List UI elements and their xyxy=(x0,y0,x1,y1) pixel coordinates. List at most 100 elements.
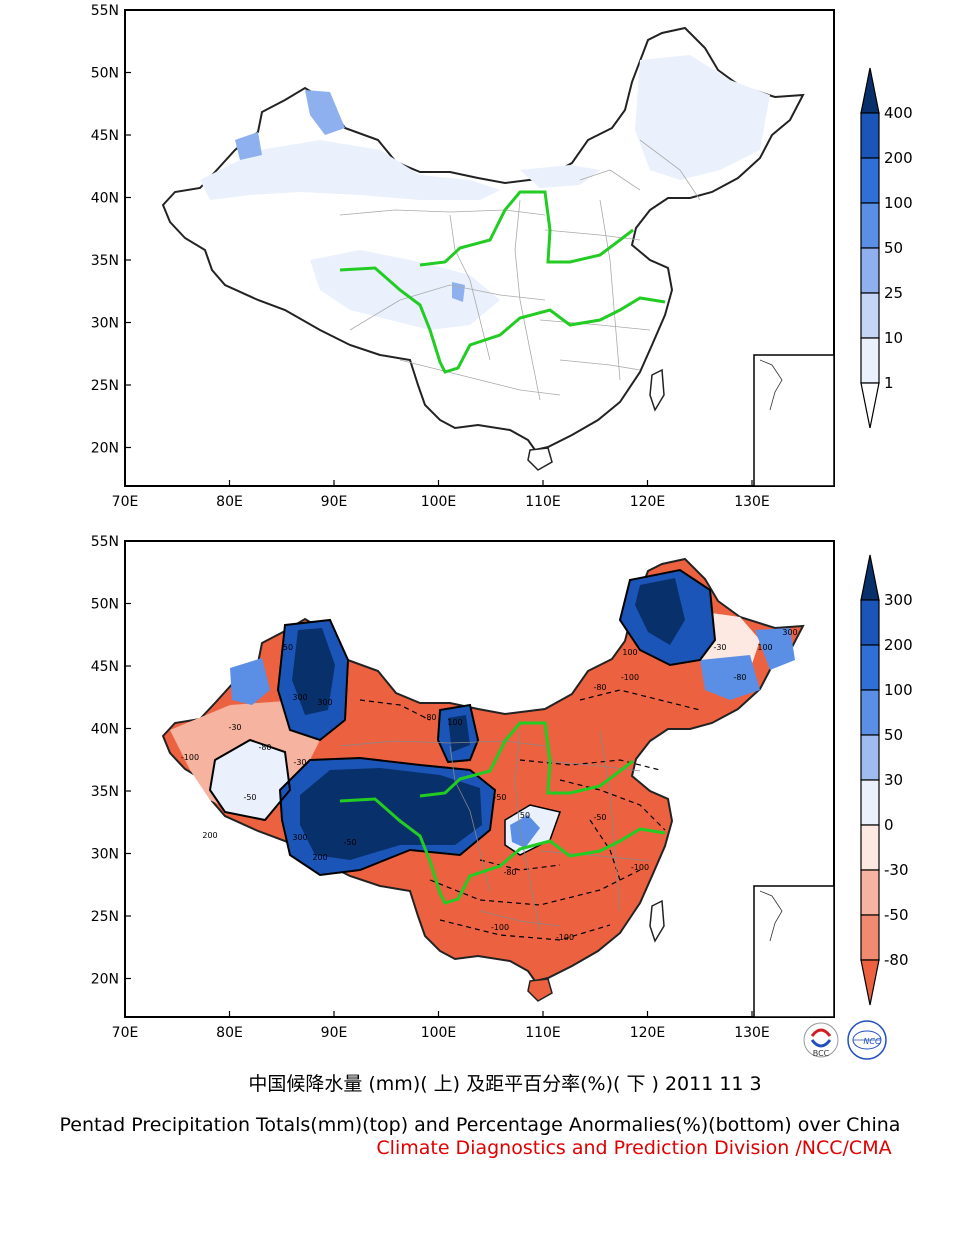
contour-label: -80 xyxy=(423,713,436,722)
colorbar-label: 1 xyxy=(884,374,894,392)
bottom-longitude-labels: 70E 80E 90E 100E 110E 120E 130E xyxy=(112,1011,770,1041)
contour-label: -50 xyxy=(243,793,256,802)
anomaly-sichuan-positive xyxy=(510,815,540,848)
bcc-logo-text: BCC xyxy=(813,1049,830,1058)
precip-patch-west xyxy=(235,132,262,160)
anomaly-altay-core xyxy=(292,628,335,715)
lon-label-80e: 80E xyxy=(216,1025,243,1041)
colorbar-swatch xyxy=(860,644,880,691)
colorbar-label: 300 xyxy=(884,591,913,609)
colorbar-label: -30 xyxy=(884,861,909,879)
lat-label-50n: 50N xyxy=(91,66,119,82)
lon-label-90e: 90E xyxy=(321,1025,348,1041)
lat-label-25n: 25N xyxy=(91,909,119,925)
colorbar-swatch xyxy=(860,914,880,961)
inset-coast-bottom xyxy=(759,890,783,942)
south-china-sea-inset-bottom xyxy=(753,885,835,1018)
top-colorbar: 400 200 100 50 25 10 1 xyxy=(860,67,913,429)
hainan-island-bottom xyxy=(527,978,553,1002)
contour-label: 300 xyxy=(317,698,332,707)
contour-label: 300 xyxy=(782,628,797,637)
colorbar-swatch xyxy=(860,247,880,294)
precip-patch-altay xyxy=(305,90,345,135)
contour-labels: 300 300 300 200 200 100 100 100 300 50 50 -30 -30 -30… xyxy=(181,628,798,942)
colorbar-label: 30 xyxy=(884,771,903,789)
contour-label: 200 xyxy=(312,853,327,862)
contour-label: -100 xyxy=(631,863,649,872)
colorbar-label: 50 xyxy=(884,726,903,744)
colorbar-label: 10 xyxy=(884,329,903,347)
colorbar-label: 400 xyxy=(884,104,913,122)
lon-label-80e: 80E xyxy=(216,494,243,510)
lat-label-40n: 40N xyxy=(91,722,119,738)
taiwan-island-top xyxy=(649,368,665,412)
rivers-top xyxy=(339,190,666,374)
contour-label: -80 xyxy=(733,673,746,682)
colorbar-label: 100 xyxy=(884,681,913,699)
lat-label-50n: 50N xyxy=(91,597,119,613)
colorbar-label: -50 xyxy=(884,906,909,924)
colorbar-swatch xyxy=(860,157,880,204)
bottom-anomaly-map: 3003003002002001001001003005050-30-30-30… xyxy=(91,534,913,1041)
contour-label: -100 xyxy=(621,673,639,682)
colorbar-bottom-arrow xyxy=(860,382,880,429)
colorbar-label: 50 xyxy=(884,239,903,257)
province-borders-bottom xyxy=(339,730,651,932)
colorbar-swatch xyxy=(860,689,880,736)
precip-patch-northwest xyxy=(200,140,500,200)
colorbar-label: -80 xyxy=(884,951,909,969)
contour-label: 200 xyxy=(202,831,217,840)
rivers-bottom xyxy=(339,721,666,905)
colorbar-swatch xyxy=(860,869,880,916)
colorbar-top-arrow xyxy=(860,67,880,114)
taiwan-island-bottom xyxy=(649,899,665,943)
colorbar-label: 200 xyxy=(884,636,913,654)
contour-label: -100 xyxy=(491,923,509,932)
colorbar-swatch xyxy=(860,824,880,871)
contour-label: 300 xyxy=(292,693,307,702)
province-borders-top xyxy=(339,139,701,401)
bottom-latitude-labels: 55N 50N 45N 40N 35N 30N 25N 20N xyxy=(91,534,131,988)
anomaly-sanjiang-positive xyxy=(700,655,760,700)
lat-label-55n: 55N xyxy=(91,3,119,19)
lon-label-100e: 100E xyxy=(421,1025,457,1041)
colorbar-swatch xyxy=(860,337,880,384)
contour-label: -30 xyxy=(293,758,306,767)
colorbar-swatch xyxy=(860,112,880,159)
contour-label: 100 xyxy=(447,718,462,727)
contour-label: -100 xyxy=(181,753,199,762)
caption-english: Pentad Precipitation Totals(mm)(top) and… xyxy=(60,1114,901,1136)
lat-label-55n: 55N xyxy=(91,534,119,550)
lon-label-70e: 70E xyxy=(112,1025,139,1041)
colorbar-swatch xyxy=(860,599,880,646)
colorbar-swatch xyxy=(860,734,880,781)
lat-label-20n: 20N xyxy=(91,441,119,457)
caption-credit: Climate Diagnostics and Prediction Divis… xyxy=(376,1137,891,1159)
top-latitude-labels: 55N 50N 45N 40N 35N 30N 25N 20N xyxy=(91,3,131,457)
lat-label-40n: 40N xyxy=(91,191,119,207)
bcc-logo: BCC xyxy=(803,1022,839,1058)
lon-label-110e: 110E xyxy=(525,494,561,510)
lon-label-120e: 120E xyxy=(630,1025,666,1041)
lon-label-90e: 90E xyxy=(321,494,348,510)
contour-label: -50 xyxy=(343,838,356,847)
lon-label-70e: 70E xyxy=(112,494,139,510)
contour-label: 100 xyxy=(622,648,637,657)
lat-label-35n: 35N xyxy=(91,253,119,269)
colorbar-label: 200 xyxy=(884,149,913,167)
dashed-contours-bottom xyxy=(359,689,701,941)
anomaly-west-neutral xyxy=(210,740,290,820)
contour-label: -30 xyxy=(713,643,726,652)
colorbar-label: 0 xyxy=(884,816,894,834)
lat-label-30n: 30N xyxy=(91,316,119,332)
contour-label: 100 xyxy=(757,643,772,652)
contour-label: -80 xyxy=(593,683,606,692)
anomaly-heilongjiang-positive xyxy=(755,628,795,670)
contour-label: -100 xyxy=(556,933,574,942)
lat-label-35n: 35N xyxy=(91,784,119,800)
contour-label: -50 xyxy=(493,793,506,802)
lat-label-45n: 45N xyxy=(91,659,119,675)
contour-label: -30 xyxy=(228,723,241,732)
